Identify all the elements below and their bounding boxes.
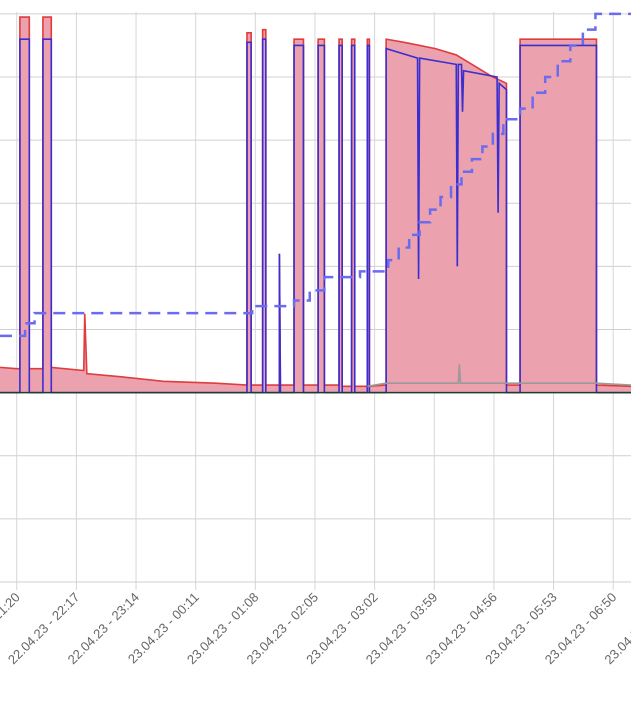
area — [0, 17, 631, 393]
series-line — [367, 364, 631, 388]
plot-area — [0, 12, 631, 394]
series-line — [0, 38, 631, 394]
step-line — [0, 12, 631, 338]
